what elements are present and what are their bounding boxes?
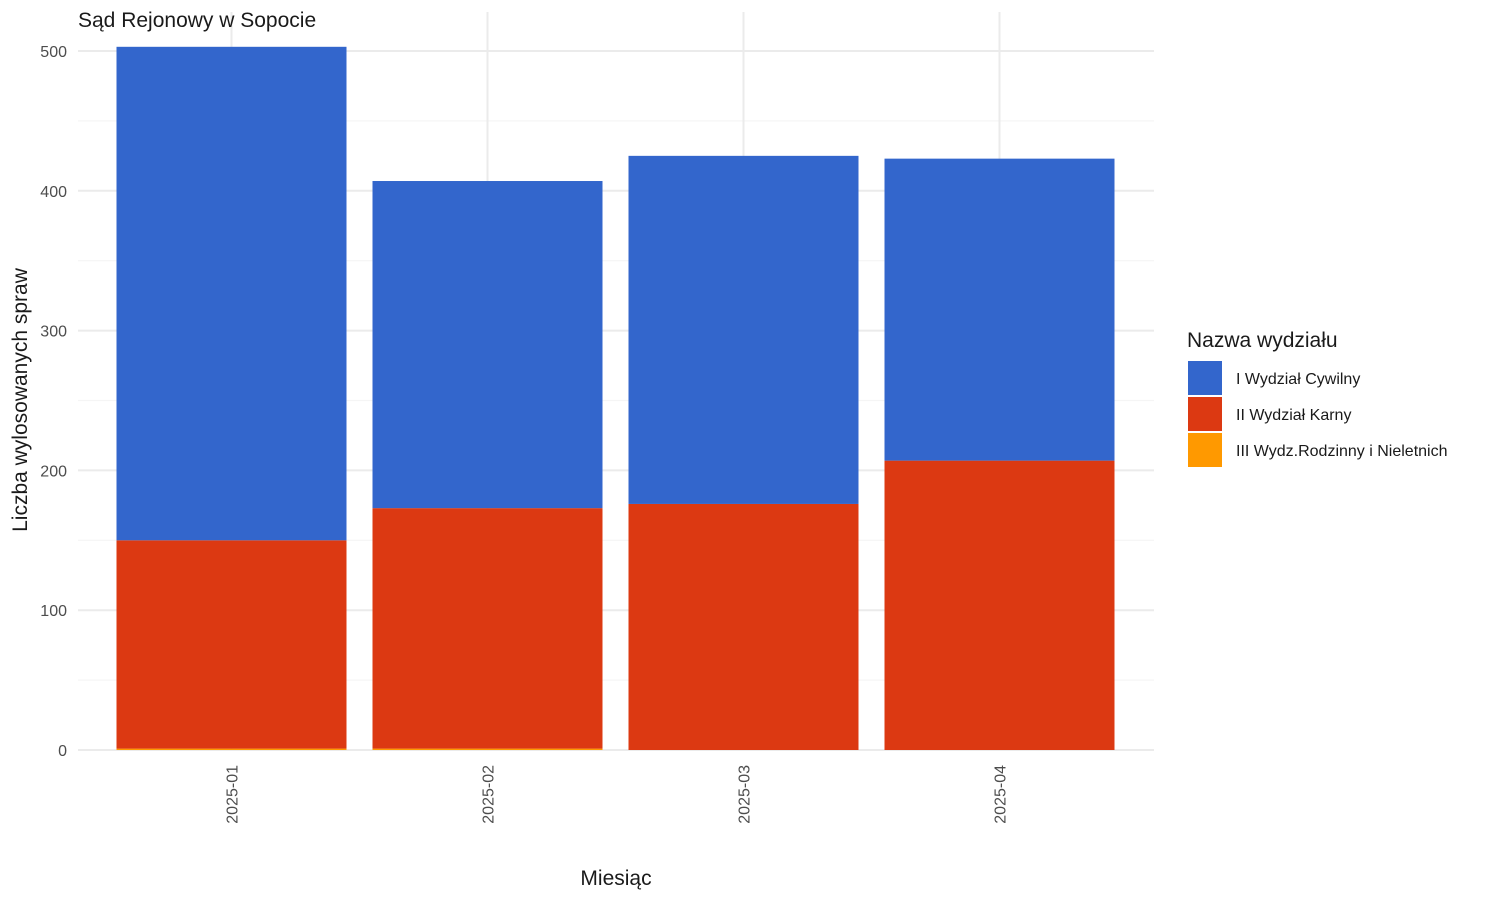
y-tick-label: 0 bbox=[58, 743, 67, 760]
chart-title: Sąd Rejonowy w Sopocie bbox=[78, 9, 316, 32]
y-tick-label: 300 bbox=[40, 324, 67, 341]
legend-title: Nazwa wydziału bbox=[1187, 329, 1338, 352]
y-axis-ticks: 0 100 200 300 400 500 bbox=[40, 44, 67, 760]
y-axis-title: Liczba wylosowanych spraw bbox=[9, 267, 32, 532]
y-tick-label: 400 bbox=[40, 184, 67, 201]
bar-segment bbox=[628, 155, 859, 504]
legend-label: II Wydział Karny bbox=[1236, 407, 1351, 424]
bar-segment bbox=[116, 748, 347, 750]
legend-label: III Wydz.Rodzinny i Nieletnich bbox=[1236, 443, 1448, 460]
x-tick-label: 2025-03 bbox=[737, 765, 754, 824]
legend-items: I Wydział Cywilny II Wydział Karny III Wyd… bbox=[1188, 361, 1448, 467]
legend-key bbox=[1188, 397, 1222, 431]
x-tick-label: 2025-01 bbox=[225, 765, 242, 824]
bar-segment bbox=[116, 46, 347, 541]
y-tick-label: 100 bbox=[40, 603, 67, 620]
bars-layer bbox=[116, 46, 1115, 750]
bar-segment bbox=[884, 158, 1115, 461]
legend-key bbox=[1188, 361, 1222, 395]
x-tick-label: 2025-04 bbox=[993, 765, 1010, 824]
bar-segment bbox=[372, 181, 603, 509]
bar-segment bbox=[372, 508, 603, 749]
bar-segment bbox=[628, 503, 859, 750]
legend: Nazwa wydziału I Wydział Cywilny II Wydzi… bbox=[1187, 329, 1448, 467]
bar-segment bbox=[372, 748, 603, 750]
bar-segment bbox=[884, 460, 1115, 750]
x-axis-title: Miesiąc bbox=[580, 867, 651, 890]
legend-label: I Wydział Cywilny bbox=[1236, 371, 1360, 388]
x-tick-label: 2025-02 bbox=[481, 765, 498, 824]
y-tick-label: 200 bbox=[40, 463, 67, 480]
bar-segment bbox=[116, 540, 347, 749]
legend-key bbox=[1188, 433, 1222, 467]
y-tick-label: 500 bbox=[40, 44, 67, 61]
x-axis-ticks: 2025-01 2025-02 2025-03 2025-04 bbox=[225, 765, 1010, 824]
